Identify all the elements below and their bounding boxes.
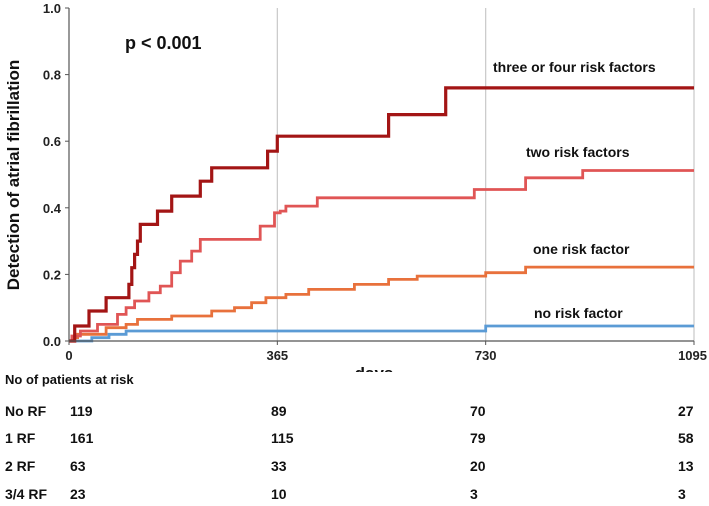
series-line-3	[69, 86, 694, 343]
risk-row: 2 RF 63 33 20 13	[0, 458, 709, 478]
y-tick-label: 0.2	[43, 267, 61, 282]
axes	[65, 7, 695, 345]
risk-cell: 3	[470, 486, 478, 502]
risk-cell: 115	[271, 430, 294, 446]
x-tick-label: 0	[65, 348, 72, 363]
risk-cell: 79	[470, 430, 486, 446]
risk-row: No RF 119 89 70 27	[0, 403, 709, 423]
series-label-3: three or four risk factors	[493, 59, 656, 75]
risk-cell: 27	[678, 403, 694, 419]
p-value-annotation: p < 0.001	[125, 33, 202, 53]
km-chart: 0.0 0.2 0.4 0.6 0.8 1.0 0 365 730 1095 no risk fa…	[4, 1, 707, 372]
series-label-1: one risk factor	[533, 241, 630, 257]
risk-cell: 3	[678, 486, 686, 502]
risk-cell: 23	[70, 486, 86, 502]
x-axis-title: days	[355, 364, 394, 372]
risk-row-label: 2 RF	[5, 458, 36, 474]
risk-cell: 20	[470, 458, 486, 474]
series-line-0	[69, 324, 694, 343]
series-line-2	[69, 169, 694, 343]
risk-cell: 70	[470, 403, 486, 419]
risk-row-label: 1 RF	[5, 430, 36, 446]
x-tick-label: 1095	[678, 348, 707, 363]
risk-cell: 161	[70, 430, 94, 446]
series-label-0: no risk factor	[534, 305, 623, 321]
y-tick-label: 0.8	[43, 68, 61, 83]
series-line-1	[69, 265, 694, 343]
series-lines	[69, 86, 694, 343]
risk-cell: 10	[271, 486, 287, 502]
tick-labels: 0.0 0.2 0.4 0.6 0.8 1.0 0 365 730 1095	[43, 1, 707, 363]
y-tick-label: 0.6	[43, 134, 61, 149]
vertical-grid	[276, 8, 695, 341]
risk-table-title: No of patients at risk	[5, 372, 134, 387]
risk-row-label: No RF	[5, 403, 47, 419]
risk-cell: 89	[271, 403, 287, 419]
series-labels: no risk factor one risk factor two risk fa…	[493, 59, 656, 321]
y-tick-label: 1.0	[43, 1, 61, 16]
risk-row: 3/4 RF 23 10 3 3	[0, 486, 709, 506]
risk-cell: 58	[678, 430, 694, 446]
series-label-2: two risk factors	[526, 144, 630, 160]
risk-row-label: 3/4 RF	[5, 486, 48, 502]
x-tick-label: 730	[475, 348, 497, 363]
x-tick-label: 365	[266, 348, 288, 363]
y-axis-title: Detection of atrial fibrillation	[4, 60, 23, 290]
risk-cell: 33	[271, 458, 287, 474]
y-tick-label: 0.0	[43, 334, 61, 349]
risk-cell: 13	[678, 458, 694, 474]
y-tick-label: 0.4	[43, 201, 62, 216]
risk-cell: 119	[70, 403, 93, 419]
risk-row: 1 RF 161 115 79 58	[0, 430, 709, 450]
risk-cell: 63	[70, 458, 86, 474]
